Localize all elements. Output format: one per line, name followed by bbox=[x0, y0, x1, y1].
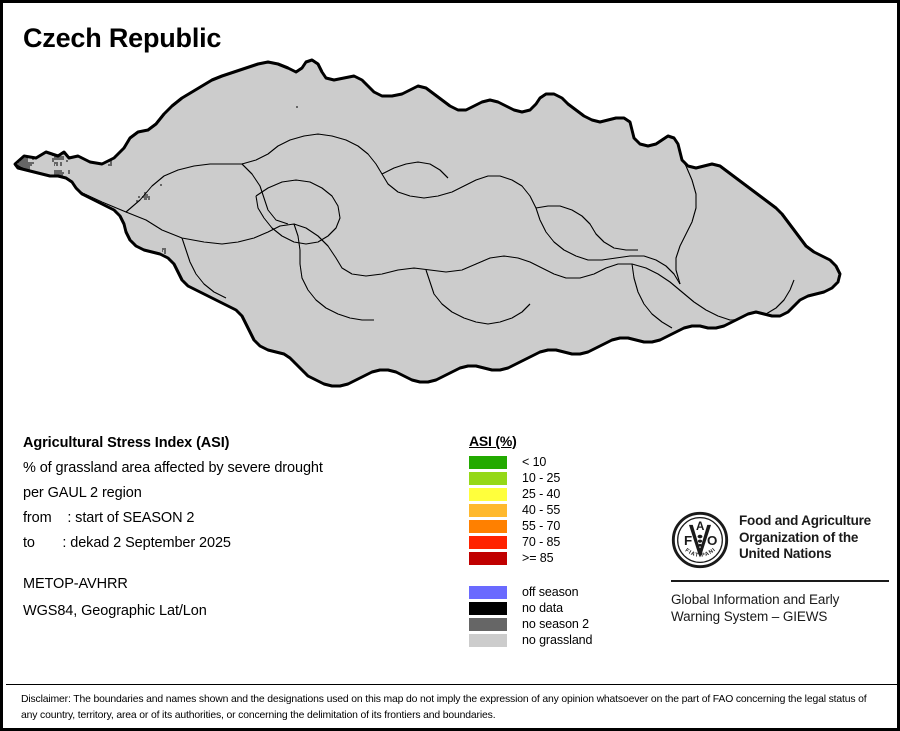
legend-swatch bbox=[469, 617, 507, 631]
fao-org-line-1: Food and Agriculture bbox=[739, 513, 871, 528]
fao-branding-block: F A O FIAT PANIS Food and Agriculture Or… bbox=[671, 511, 889, 625]
legend-row: 10 - 25 bbox=[469, 470, 649, 486]
legend-swatch bbox=[469, 471, 507, 485]
legend-spacer bbox=[469, 566, 649, 584]
sensor-label: METOP-AVHRR bbox=[23, 576, 128, 592]
svg-text:A: A bbox=[696, 520, 705, 533]
description-period-from: from : start of SEASON 2 bbox=[23, 510, 195, 526]
legend-label: >= 85 bbox=[522, 550, 554, 565]
legend-swatch bbox=[469, 455, 507, 469]
legend-label: no season 2 bbox=[522, 616, 590, 631]
disclaimer-divider bbox=[6, 684, 897, 685]
legend-row: no data bbox=[469, 600, 649, 616]
legend-row: 40 - 55 bbox=[469, 502, 649, 518]
description-line-2: per GAUL 2 region bbox=[23, 485, 142, 501]
legend-label: no grassland bbox=[522, 632, 593, 647]
legend-row: 25 - 40 bbox=[469, 486, 649, 502]
legend-label: 70 - 85 bbox=[522, 534, 561, 549]
legend: ASI (%) < 10 10 - 25 25 - 40 40 - 55 55 - 70… bbox=[469, 433, 649, 648]
legend-class-list: < 10 10 - 25 25 - 40 40 - 55 55 - 70 70 - 85 >… bbox=[469, 454, 649, 566]
description-line-1: % of grassland area affected by severe d… bbox=[23, 460, 323, 476]
legend-swatch bbox=[469, 519, 507, 533]
legend-swatch bbox=[469, 551, 507, 565]
fao-logo: F A O FIAT PANIS bbox=[671, 511, 729, 569]
legend-label: no data bbox=[522, 600, 564, 615]
projection-label: WGS84, Geographic Lat/Lon bbox=[23, 603, 207, 619]
czech-republic-asi-map-canvas[interactable] bbox=[6, 6, 897, 421]
legend-swatch bbox=[469, 585, 507, 599]
giews-line-2: Warning System – GIEWS bbox=[671, 609, 828, 624]
legend-row: < 10 bbox=[469, 454, 649, 470]
svg-text:F: F bbox=[684, 533, 692, 548]
legend-swatch bbox=[469, 633, 507, 647]
disclaimer-text: Disclaimer: The boundaries and names sho… bbox=[21, 694, 867, 721]
legend-row: 55 - 70 bbox=[469, 518, 649, 534]
description-heading: Agricultural Stress Index (ASI) bbox=[23, 435, 230, 451]
giews-subtitle: Global Information and Early Warning Sys… bbox=[671, 591, 889, 625]
legend-swatch bbox=[469, 601, 507, 615]
legend-swatch bbox=[469, 503, 507, 517]
legend-label: 10 - 25 bbox=[522, 470, 561, 485]
svg-text:O: O bbox=[707, 533, 717, 548]
legend-row: off season bbox=[469, 584, 649, 600]
fao-organization-name: Food and Agriculture Organization of the… bbox=[739, 511, 871, 563]
legend-label: < 10 bbox=[522, 454, 547, 469]
legend-row: no season 2 bbox=[469, 616, 649, 632]
description-spacer bbox=[23, 560, 453, 576]
legend-label: off season bbox=[522, 584, 579, 599]
description-period-to: to : dekad 2 September 2025 bbox=[23, 535, 231, 551]
fao-org-line-3: United Nations bbox=[739, 546, 832, 561]
legend-swatch bbox=[469, 487, 507, 501]
legend-label: 25 - 40 bbox=[522, 486, 561, 501]
map-container[interactable] bbox=[6, 6, 897, 421]
legend-label: 55 - 70 bbox=[522, 518, 561, 533]
fao-logo-row: F A O FIAT PANIS Food and Agriculture Or… bbox=[671, 511, 889, 569]
map-description-block: Agricultural Stress Index (ASI) % of gra… bbox=[23, 435, 453, 630]
legend-title: ASI (%) bbox=[469, 433, 517, 449]
legend-row: 70 - 85 bbox=[469, 534, 649, 550]
fao-divider bbox=[671, 580, 889, 582]
legend-row: no grassland bbox=[469, 632, 649, 648]
legend-swatch bbox=[469, 535, 507, 549]
legend-special-list: off season no data no season 2 no grassland bbox=[469, 584, 649, 648]
page-title: Czech Republic bbox=[23, 23, 222, 53]
legend-label: 40 - 55 bbox=[522, 502, 561, 517]
legend-row: >= 85 bbox=[469, 550, 649, 566]
fao-org-line-2: Organization of the bbox=[739, 529, 859, 545]
giews-line-1: Global Information and Early bbox=[671, 592, 840, 607]
